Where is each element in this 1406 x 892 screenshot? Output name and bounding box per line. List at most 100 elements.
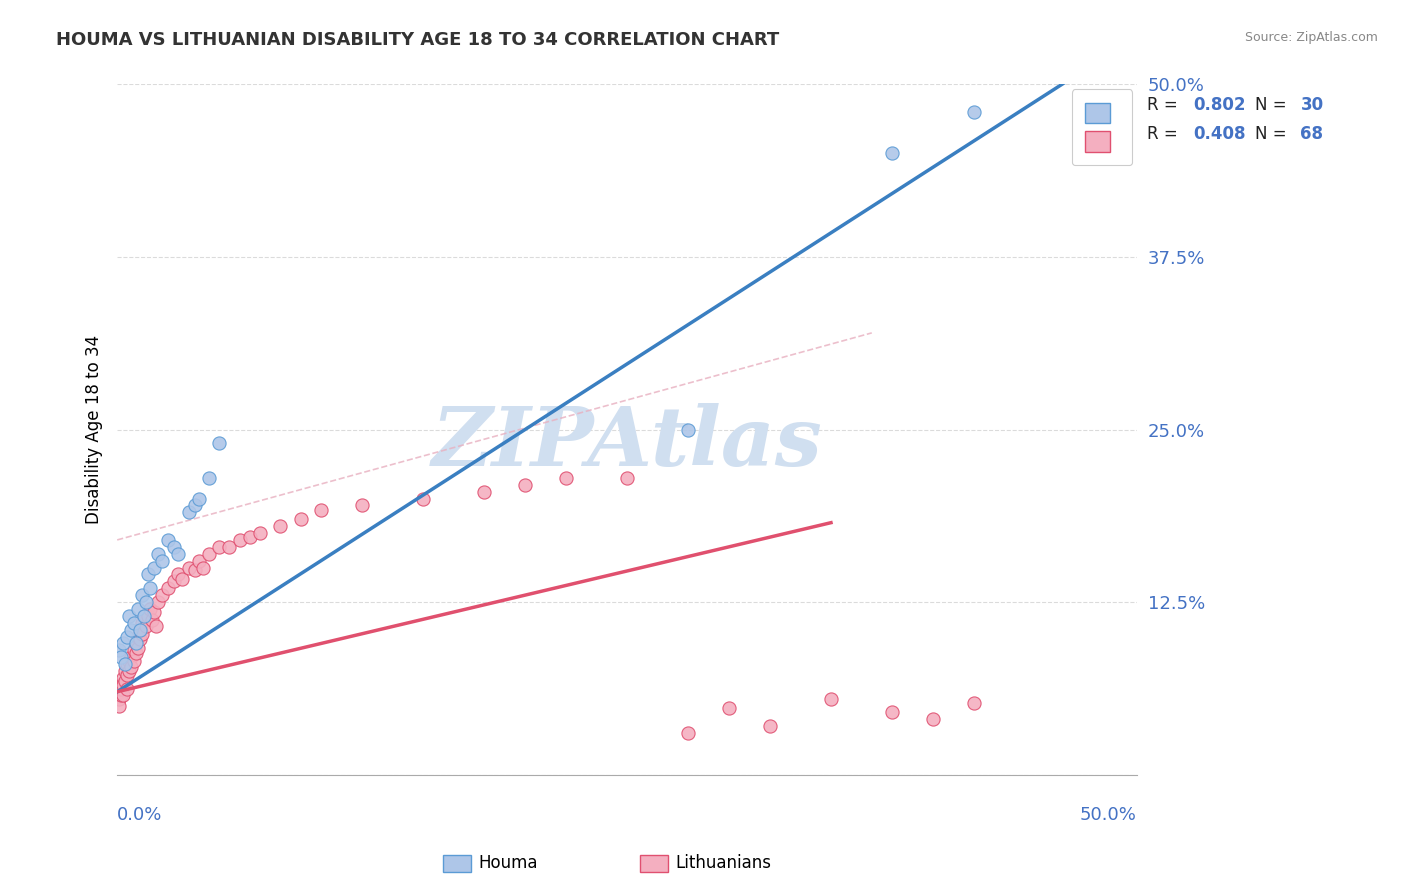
Point [122,643,145,657]
Point [150,554,173,568]
Point [132,608,155,623]
Point [131,615,153,630]
Text: R =: R = [1147,125,1184,144]
Point [118,608,141,623]
Point [122,654,145,668]
Point [121,650,143,665]
Point [112,671,135,685]
Point [110,681,132,696]
Point [963,105,986,120]
Point [114,664,136,678]
Point [135,618,157,632]
Text: Source: ZipAtlas.com: Source: ZipAtlas.com [1244,31,1378,45]
Text: 68: 68 [1301,125,1323,144]
Point [128,623,150,637]
Point [139,602,162,616]
Point [117,657,139,672]
Point [121,623,143,637]
Text: 0.0%: 0.0% [117,805,163,823]
Legend: , : , [1071,89,1132,165]
Point [118,654,141,668]
Point [108,678,131,692]
Point [922,712,945,726]
Point [108,643,131,657]
Y-axis label: Disability Age 18 to 34: Disability Age 18 to 34 [86,334,103,524]
Point [114,657,136,672]
Text: 30: 30 [1301,95,1323,113]
Point [172,572,194,586]
Text: Houma: Houma [478,855,537,872]
Point [121,660,143,674]
Text: R =: R = [1147,95,1184,113]
Point [146,547,169,561]
Point [108,685,131,699]
Point [112,678,135,692]
Point [513,477,536,491]
Point [616,471,638,485]
Point [228,533,250,547]
Point [218,540,240,554]
Point [131,588,153,602]
Point [759,719,782,733]
Point [882,146,904,161]
Point [108,698,131,713]
Point [141,613,163,627]
Point [163,540,186,554]
Point [145,618,167,632]
Point [139,581,162,595]
Point [128,623,150,637]
Point [163,574,186,589]
Text: ZIPAtlas: ZIPAtlas [432,403,823,483]
Point [882,706,904,720]
Point [167,567,190,582]
Point [167,547,190,561]
Point [110,650,132,665]
Point [118,664,141,678]
Point [157,581,180,595]
Point [187,491,209,506]
Point [177,505,200,519]
Point [191,560,214,574]
Point [132,608,155,623]
Point [150,588,173,602]
Point [124,646,146,660]
Point [127,602,149,616]
Text: Lithuanians: Lithuanians [675,855,770,872]
Point [187,554,209,568]
Point [114,673,136,688]
Point [554,471,576,485]
Text: 50.0%: 50.0% [1080,805,1137,823]
Point [117,681,139,696]
Point [131,627,153,641]
Point [249,526,271,541]
Point [136,567,159,582]
Point [127,640,149,655]
Point [183,499,205,513]
Point [239,530,262,544]
Point [309,502,332,516]
Point [208,436,231,450]
Point [350,499,373,513]
Point [963,696,986,710]
Point [110,688,132,702]
Point [718,701,741,715]
Text: 0.408: 0.408 [1194,125,1246,144]
Point [117,630,139,644]
Point [290,512,312,526]
Point [177,560,200,574]
Point [676,726,699,740]
Point [820,691,842,706]
Point [142,605,165,619]
Text: 0.802: 0.802 [1194,95,1246,113]
Point [676,423,699,437]
Point [124,636,146,650]
Point [198,547,221,561]
Point [112,636,135,650]
Point [269,519,291,533]
Point [183,563,205,577]
Point [112,688,135,702]
Point [472,484,495,499]
Point [124,636,146,650]
Point [198,471,221,485]
Text: N =: N = [1254,95,1291,113]
